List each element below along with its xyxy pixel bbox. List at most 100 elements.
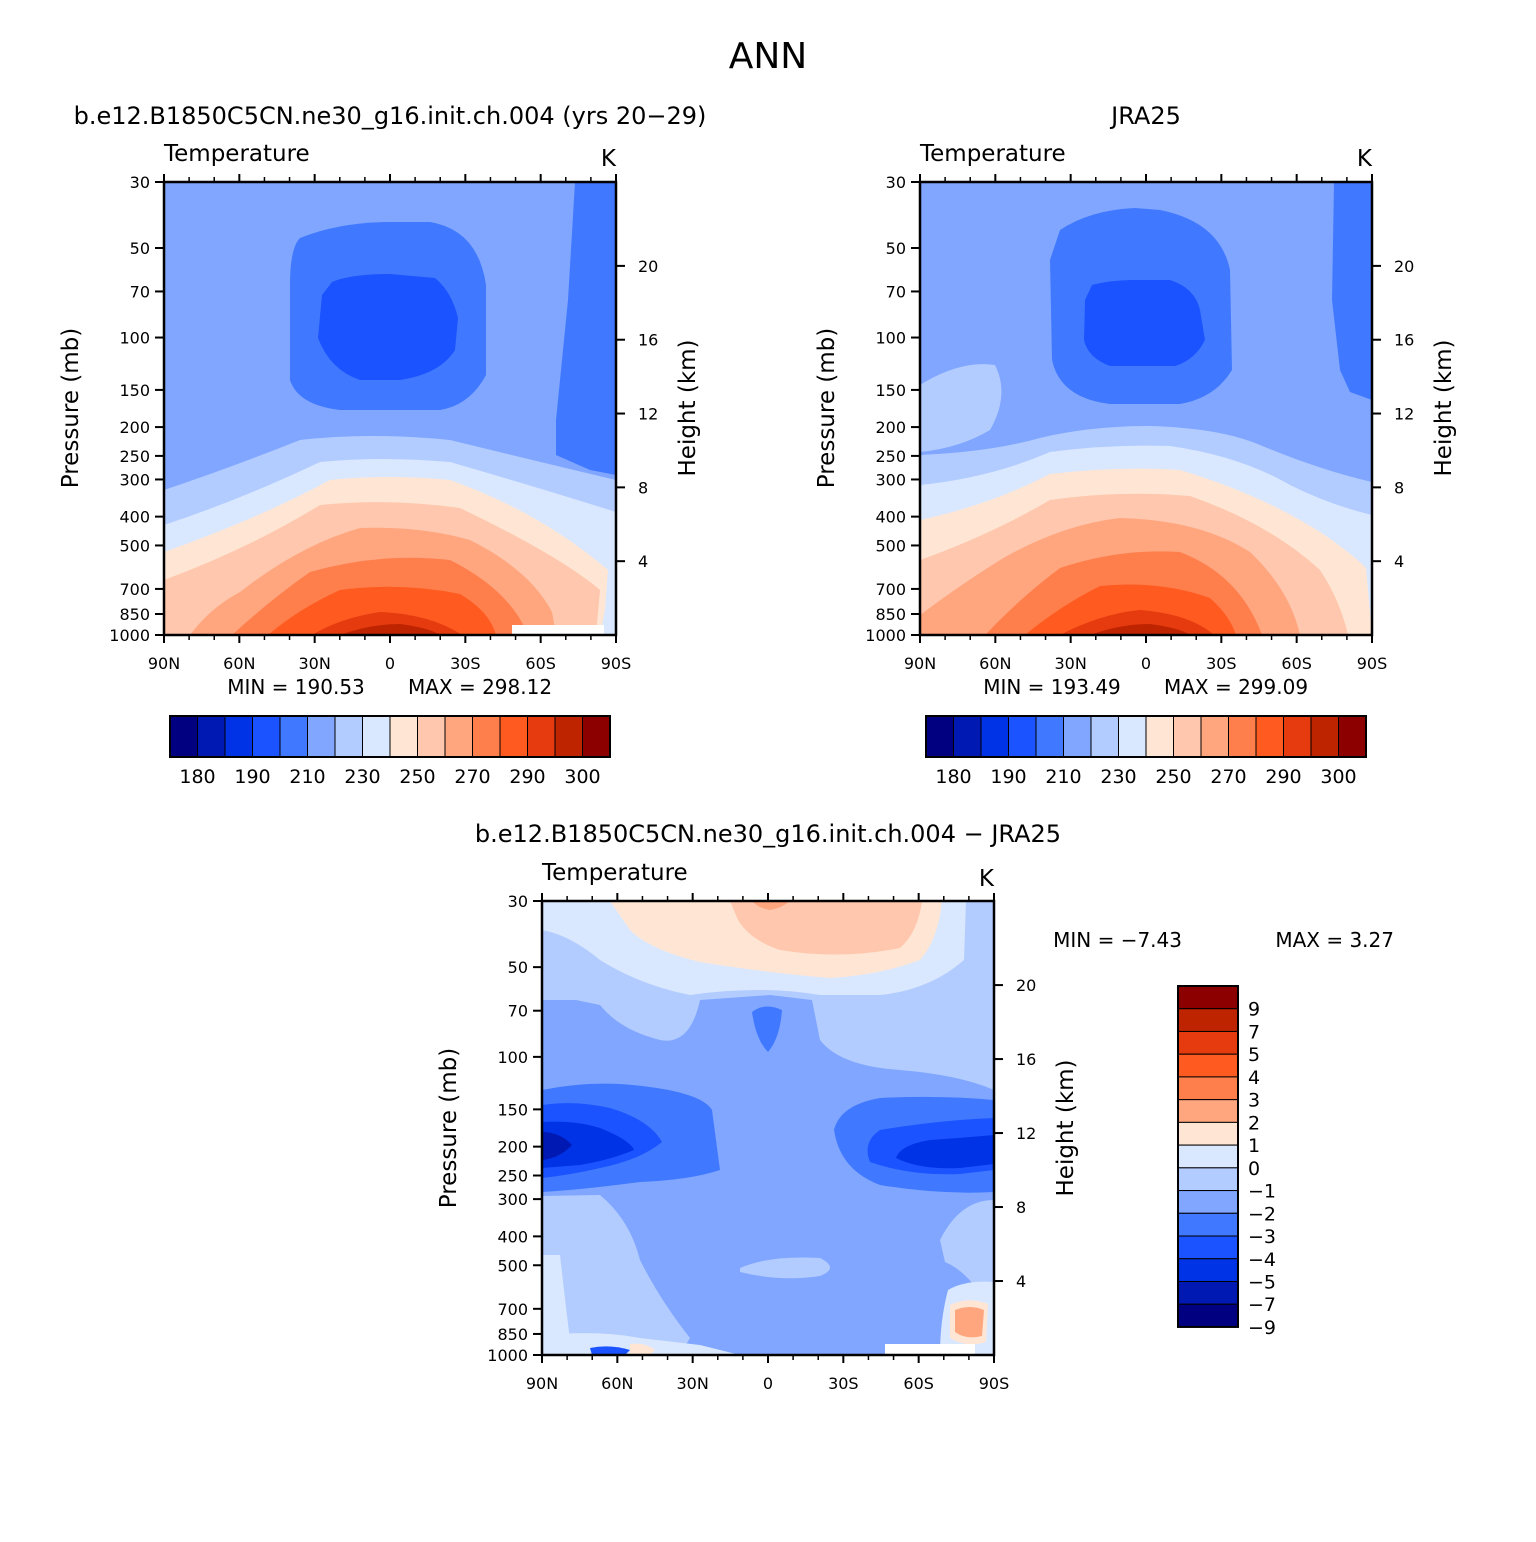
colorbar-swatch [1177, 1030, 1239, 1055]
colorbar-label: 7 [1248, 1021, 1260, 1043]
panel-title: b.e12.B1850C5CN.ne30_g16.init.ch.004 (yr… [74, 102, 707, 130]
colorbar-swatch [252, 715, 281, 758]
y-tick-label: 100 [875, 329, 906, 348]
colorbar-swatch [1145, 715, 1174, 758]
units-label: K [1357, 146, 1373, 172]
colorbar-model: 180 190 210 230 250 270 290 300 [169, 715, 611, 788]
y-tick-label: 200 [497, 1138, 528, 1157]
y-tick-label: 150 [875, 381, 906, 400]
y-tick-label: 250 [119, 447, 150, 466]
colorbar-label: 0 [1248, 1158, 1260, 1180]
colorbar-swatch [1177, 985, 1239, 1010]
x-tick-label: 30S [828, 1374, 859, 1393]
colorbar-swatch [444, 715, 473, 758]
contour-band [955, 1307, 984, 1338]
y-tick-label: 500 [497, 1256, 528, 1275]
contour-band [340, 624, 440, 635]
max-label: MAX = 299.09 [1164, 675, 1308, 699]
y2-axis-label: Height (km) [675, 339, 701, 476]
y-tick-label: 850 [119, 605, 150, 624]
x-tick-label: 60S [903, 1374, 934, 1393]
y2-tick-label: 8 [1016, 1198, 1026, 1217]
colorbar-label: 210 [1045, 766, 1081, 788]
y-tick-label: 300 [875, 470, 906, 489]
y2-tick-label: 4 [638, 552, 648, 571]
colorbar-swatch [1177, 1121, 1239, 1146]
colorbar-swatch [1177, 1235, 1239, 1260]
contour-band [1084, 280, 1205, 366]
colorbar-label: 270 [454, 766, 490, 788]
colorbar-swatch [1118, 715, 1147, 758]
y-tick-label: 70 [508, 1002, 528, 1021]
colorbar-swatch [334, 715, 363, 758]
colorbar-label: 9 [1248, 999, 1260, 1021]
contour-field [164, 182, 616, 635]
y-tick-label: 30 [886, 173, 906, 192]
y-tick-label: 150 [119, 381, 150, 400]
colorbar-label: 230 [344, 766, 380, 788]
colorbar-label: 250 [399, 766, 435, 788]
y2-tick-label: 4 [1394, 552, 1404, 571]
y2-tick-label: 20 [638, 257, 658, 276]
min-label: MIN = 193.49 [983, 675, 1121, 699]
colorbar-swatch [1228, 715, 1257, 758]
colorbar-swatch [1177, 1280, 1239, 1305]
colorbar-swatch [582, 715, 611, 758]
y-tick-label: 30 [130, 173, 150, 192]
contour-band [920, 364, 1002, 452]
colorbar-label: 5 [1248, 1044, 1260, 1066]
contour-field [920, 182, 1372, 635]
x-tick-label: 90N [904, 654, 936, 673]
colorbar-swatch [1310, 715, 1339, 758]
x-tick-label: 60S [525, 654, 556, 673]
colorbar-label: 300 [1320, 766, 1356, 788]
colorbar-swatch [1173, 715, 1202, 758]
y-axis-label: Pressure (mb) [58, 328, 84, 488]
colorbar-swatch [1177, 1008, 1239, 1032]
colorbar-swatch [1035, 715, 1064, 758]
contour-band [318, 274, 458, 380]
max-label: MAX = 3.27 [1275, 928, 1394, 952]
colorbar-swatch [1177, 1212, 1239, 1237]
colorbar-swatch [224, 715, 253, 758]
colorbar-label: 3 [1248, 1090, 1260, 1112]
colorbar-swatch [925, 715, 954, 758]
colorbar-obs: 180 190 210 230 250 270 290 300 [925, 715, 1367, 788]
contour-band [1332, 182, 1372, 400]
panel-obs: JRA25 Temperature K 30507010015020025030… [814, 102, 1457, 788]
contour-band [752, 901, 790, 910]
contour-band [542, 1121, 634, 1168]
contour-band [1090, 624, 1190, 635]
contour-band [590, 1346, 630, 1355]
min-label: MIN = −7.43 [1053, 928, 1182, 952]
x-tick-label: 60S [1281, 654, 1312, 673]
x-tick-label: 90S [601, 654, 632, 673]
max-label: MAX = 298.12 [408, 675, 552, 699]
panel-model: b.e12.B1850C5CN.ne30_g16.init.ch.004 (yr… [58, 102, 706, 788]
y2-tick-label: 12 [1394, 405, 1414, 424]
colorbar-swatch [417, 715, 446, 758]
y-tick-label: 200 [875, 418, 906, 437]
y-axis-label: Pressure (mb) [814, 328, 840, 488]
colorbar-label: 270 [1210, 766, 1246, 788]
contour-band [630, 1343, 655, 1355]
contour-band [542, 1255, 570, 1345]
y-tick-label: 100 [497, 1048, 528, 1067]
axes-obs: 30 50 70 100 150 200 250 300 400 500 700 850 1000 20 1… [865, 173, 1414, 673]
colorbar-swatch [389, 715, 418, 758]
contour-band [542, 1132, 572, 1160]
y2-tick-label: 8 [638, 478, 648, 497]
y-tick-label: 400 [497, 1227, 528, 1246]
x-tick-label: 0 [763, 1374, 773, 1393]
colorbar-frame [169, 715, 611, 758]
contour-band [752, 1006, 782, 1052]
y-tick-label: 200 [119, 418, 150, 437]
missing-data-patch [885, 1344, 975, 1355]
y-tick-label: 700 [875, 580, 906, 599]
colorbar-swatch [307, 715, 336, 758]
x-tick-label: 90N [148, 654, 180, 673]
x-tick-label: 0 [1141, 654, 1151, 673]
y-tick-label: 50 [508, 958, 528, 977]
